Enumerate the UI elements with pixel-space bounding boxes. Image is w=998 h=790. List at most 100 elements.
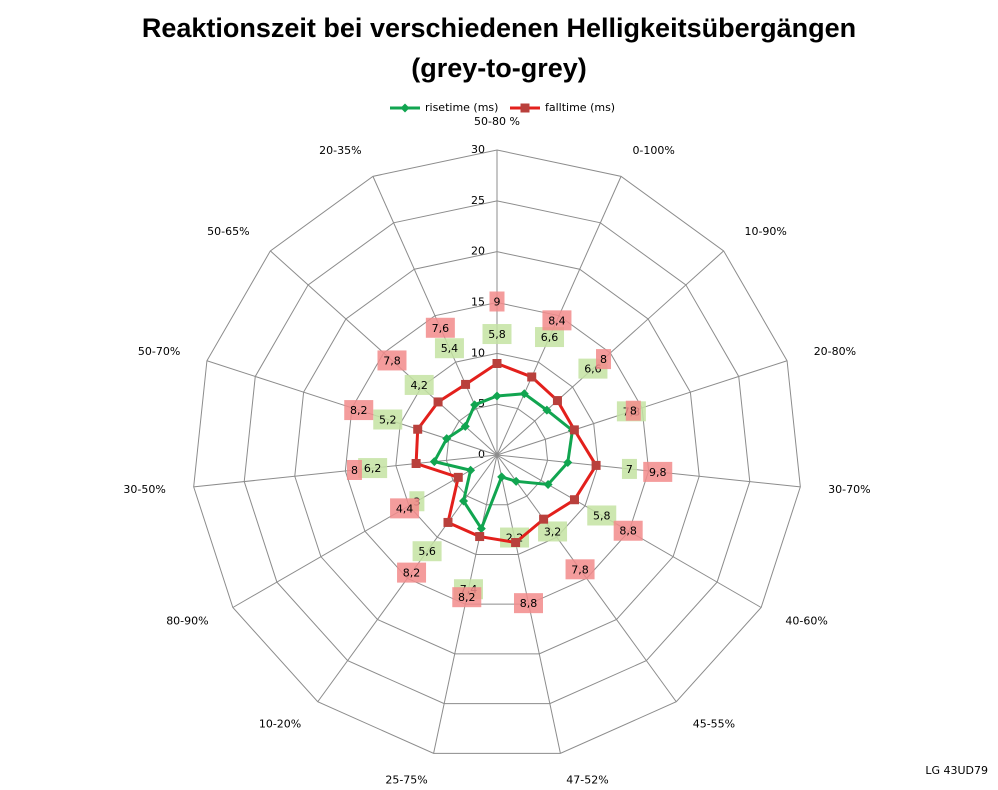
y-tick-label: 10 <box>471 346 485 359</box>
grid-ring <box>294 251 700 655</box>
label-bg <box>377 350 407 371</box>
y-tick-label: 15 <box>471 296 485 309</box>
marker <box>527 372 537 382</box>
legend-label: risetime (ms) <box>425 101 498 114</box>
chart-subtitle: (grey-to-grey) <box>411 53 587 83</box>
category-label: 0-100% <box>632 144 674 157</box>
marker <box>442 434 452 444</box>
data-label: 8,8 <box>619 525 637 538</box>
footer: LG 43UD79 <box>925 764 988 777</box>
marker <box>569 425 579 435</box>
label-bg <box>542 310 572 331</box>
data-label: 8,2 <box>458 591 476 604</box>
data-label: 5,8 <box>488 328 506 341</box>
marker <box>569 495 579 505</box>
marker <box>459 496 469 506</box>
data-label: 4,2 <box>410 379 428 392</box>
spoke <box>372 176 498 456</box>
marker <box>542 405 552 415</box>
category-label: 80-90% <box>166 615 208 628</box>
marker <box>492 391 502 401</box>
category-label: 45-55% <box>693 717 735 730</box>
label-bg <box>625 400 641 421</box>
data-label: 8,8 <box>520 597 538 610</box>
label-bg <box>358 458 388 479</box>
data-label: 8,2 <box>350 404 368 417</box>
label-bg <box>482 324 512 345</box>
category-label: 40-60% <box>785 615 827 628</box>
marker <box>411 459 421 469</box>
grid-ring <box>344 301 650 605</box>
label-bg <box>613 520 643 541</box>
marker <box>429 457 439 467</box>
category-label: 20-35% <box>319 144 361 157</box>
label-bg <box>397 562 427 583</box>
data-label: 9,8 <box>649 466 667 479</box>
category-label: 50-70% <box>138 345 180 358</box>
marker <box>443 517 453 527</box>
data-label: 8 <box>630 405 637 418</box>
marker <box>497 472 507 482</box>
data-label: 5,8 <box>593 509 611 522</box>
category-label: 25-75% <box>385 774 427 786</box>
y-tick-label: 0 <box>478 448 485 461</box>
y-tick-label: 20 <box>471 245 485 258</box>
label-bg <box>373 409 403 430</box>
grid-ring <box>243 200 751 705</box>
category-label: 30-70% <box>828 483 870 496</box>
label-bg <box>587 505 617 526</box>
data-label: 8,2 <box>403 567 421 580</box>
label-bg <box>344 400 374 421</box>
grid-ring <box>395 352 599 555</box>
marker <box>475 532 485 542</box>
category-label: 10-20% <box>259 717 301 730</box>
legend-label: falltime (ms) <box>545 101 615 114</box>
marker <box>413 424 423 434</box>
label-bg <box>489 291 505 312</box>
series-line <box>414 361 598 545</box>
marker <box>563 457 573 467</box>
marker <box>492 359 502 368</box>
label-bg <box>390 498 420 519</box>
data-label: 7 <box>626 463 633 476</box>
data-label: 5,2 <box>379 414 397 427</box>
legend-marker <box>400 103 410 113</box>
marker <box>466 465 476 475</box>
grid-ring <box>193 149 801 754</box>
series-line <box>432 392 575 532</box>
data-label: 7,8 <box>571 563 589 576</box>
label-bg <box>535 327 565 348</box>
marker <box>453 472 463 482</box>
label-bg <box>565 559 595 580</box>
y-tick-label: 25 <box>471 194 485 207</box>
marker <box>552 396 562 406</box>
data-label: 6,2 <box>364 462 382 475</box>
label-bg <box>596 349 612 370</box>
data-label: 6,6 <box>541 331 559 344</box>
spoke <box>232 454 498 608</box>
label-bg <box>412 541 442 562</box>
marker <box>433 397 443 407</box>
marker <box>511 538 521 548</box>
label-bg <box>404 374 434 395</box>
y-tick-label: 30 <box>471 143 485 156</box>
label-bg <box>434 338 464 359</box>
data-label: 7,6 <box>432 322 450 335</box>
marker <box>543 479 553 489</box>
grid-ring <box>445 403 549 506</box>
label-bg <box>621 458 637 479</box>
marker <box>470 400 480 410</box>
label-bg <box>513 593 543 614</box>
data-label: 7,8 <box>383 354 401 367</box>
data-label: 8 <box>351 464 358 477</box>
label-bg <box>538 521 568 542</box>
category-label: 20-80% <box>814 345 856 358</box>
data-label: 3,2 <box>544 525 562 538</box>
category-label: 50-80 % <box>474 115 520 128</box>
chart-title: Reaktionszeit bei verschiedenen Helligke… <box>142 13 856 43</box>
marker <box>511 476 521 486</box>
marker <box>476 524 486 534</box>
marker <box>539 514 549 524</box>
